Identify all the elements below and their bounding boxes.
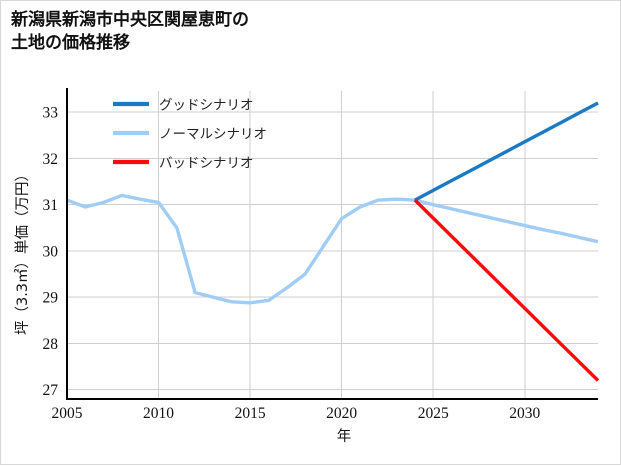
gridlines-group <box>66 91 598 399</box>
y-tick-30: 30 <box>43 243 59 260</box>
series-line-bad <box>413 198 600 382</box>
chart-title: 新潟県新潟市中央区関屋恵町の 土地の価格推移 <box>11 10 249 52</box>
y-tick-29: 29 <box>43 290 59 307</box>
series-group <box>66 101 600 382</box>
y-tick-31: 31 <box>43 197 59 214</box>
legend-label-bad: バッドシナリオ <box>159 156 254 172</box>
x-tick-2015: 2015 <box>235 405 266 422</box>
series-line-good <box>414 101 599 202</box>
y-axis-label: 坪（3.3㎡）単価（万円） <box>14 167 31 335</box>
y-tick-28: 28 <box>43 336 59 353</box>
x-tick-2010: 2010 <box>143 405 174 422</box>
y-tick-27: 27 <box>43 382 59 399</box>
x-tick-2025: 2025 <box>418 405 449 422</box>
legend-label-normal: ノーマルシナリオ <box>159 127 267 143</box>
axis-spines-group <box>65 88 598 401</box>
legend-label-good: グッドシナリオ <box>159 98 254 114</box>
x-tick-2020: 2020 <box>326 405 357 422</box>
y-tick-32: 32 <box>43 151 59 168</box>
x-tick-2030: 2030 <box>509 405 540 422</box>
y-tick-33: 33 <box>43 105 59 122</box>
x-axis-label: 年 <box>337 428 352 445</box>
series-line-normal <box>66 193 599 305</box>
x-tick-labels-group: 2005 2010 2015 2020 2025 2030 <box>52 405 541 422</box>
y-tick-labels-group: 27 28 29 30 31 32 33 <box>43 105 59 400</box>
x-tick-2005: 2005 <box>52 405 83 422</box>
